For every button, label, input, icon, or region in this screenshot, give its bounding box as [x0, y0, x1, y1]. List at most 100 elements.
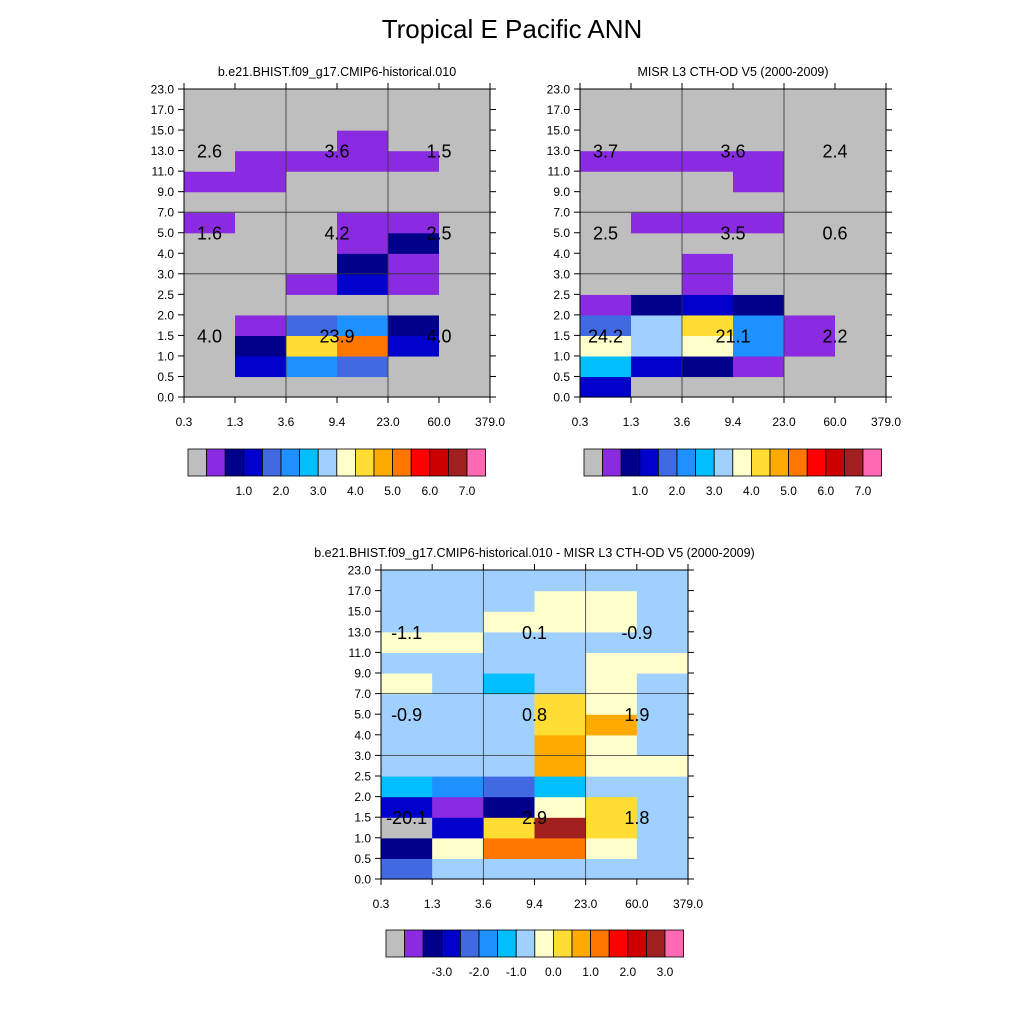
heatmap-cell	[585, 858, 638, 880]
heatmap-cell	[337, 130, 389, 152]
heatmap-cell	[337, 89, 389, 111]
x-tick-label: 379.0	[475, 415, 505, 429]
colorbar-swatch	[553, 929, 573, 958]
heatmap-cell	[636, 590, 689, 612]
heatmap-cell	[483, 652, 536, 674]
y-tick-label: 9.0	[354, 667, 371, 681]
colorbar-label: 3.0	[310, 484, 327, 498]
heatmap-cell	[388, 294, 440, 316]
x-tick-label: 379.0	[871, 415, 901, 429]
y-tick-label: 15.0	[547, 124, 571, 138]
y-tick-label: 15.0	[151, 124, 175, 138]
heatmap-cell	[432, 714, 484, 736]
cell-annotation: 4.2	[324, 224, 349, 244]
y-tick-label: 9.0	[553, 185, 570, 199]
heatmap-cell	[483, 631, 536, 653]
heatmap-cell	[286, 355, 338, 378]
heatmap-cell	[337, 294, 389, 316]
heatmap-cell	[235, 376, 287, 398]
heatmap-cell	[235, 130, 287, 152]
heatmap-cell	[631, 253, 683, 275]
x-tick-label: 0.3	[572, 415, 589, 429]
heatmap-cell	[286, 191, 338, 213]
heatmap-cell	[835, 191, 887, 213]
colorbar-label: 0.0	[545, 965, 562, 979]
heatmap-cell	[534, 858, 587, 880]
heatmap-cell	[534, 837, 587, 859]
cell-annotation: 0.1	[522, 623, 547, 643]
cell-annotation: -0.9	[391, 705, 422, 725]
heatmap-cell	[631, 314, 683, 336]
heatmap-cell	[631, 232, 683, 254]
heatmap-cell	[184, 171, 236, 193]
y-tick-label: 0.5	[157, 370, 174, 384]
heatmap-cell	[337, 253, 389, 275]
colorbar-swatch	[299, 448, 319, 477]
cell-annotation: 2.6	[197, 142, 222, 162]
heatmap-cell	[835, 171, 887, 193]
heatmap-cell	[631, 212, 683, 234]
colorbar-swatch	[825, 448, 845, 477]
heatmap-cell	[439, 335, 491, 357]
heatmap-cell	[733, 376, 785, 398]
heatmap-cell	[835, 89, 887, 111]
colorbar-label: 1.0	[235, 484, 252, 498]
cell-annotation: 24.2	[588, 326, 623, 346]
colorbar-swatch	[620, 448, 641, 477]
heatmap-cell	[835, 109, 887, 131]
heatmap-cell	[682, 171, 734, 193]
heatmap-cell	[439, 191, 491, 213]
heatmap-cell	[636, 611, 689, 633]
heatmap-cell	[733, 191, 785, 213]
heatmap-cell	[784, 150, 836, 172]
colorbar-swatch	[590, 929, 610, 958]
heatmap-cell	[184, 335, 236, 357]
colorbar-swatch	[788, 448, 808, 477]
heatmap-cell	[784, 171, 836, 193]
heatmap-cell	[636, 837, 689, 859]
cell-annotation: 2.9	[522, 808, 547, 828]
colorbar-swatch	[187, 448, 208, 477]
heatmap-cell	[432, 652, 484, 674]
heatmap-cell	[585, 570, 638, 592]
heatmap-cell	[580, 355, 632, 378]
y-tick-label: 1.0	[157, 349, 174, 363]
heatmap-cell	[733, 130, 785, 152]
heatmap-cell	[631, 335, 683, 357]
heatmap-cell	[580, 191, 632, 213]
heatmap-cell	[784, 314, 836, 336]
heatmap-cell	[580, 171, 632, 193]
y-tick-label: 23.0	[547, 83, 571, 97]
colorbar-swatch	[478, 929, 499, 958]
heatmap-cell	[636, 817, 689, 839]
heatmap-cell	[235, 335, 287, 357]
cell-annotation: 21.1	[715, 326, 750, 346]
heatmap-cell	[483, 570, 536, 592]
heatmap-cell	[235, 314, 287, 336]
y-tick-label: 3.0	[553, 267, 570, 281]
heatmap-cell	[432, 776, 484, 798]
heatmap-cell	[337, 335, 389, 357]
heatmap-cell	[432, 631, 484, 653]
colorbar-swatch	[664, 929, 685, 958]
heatmap-cell	[439, 355, 491, 378]
cell-annotation: 2.2	[822, 326, 847, 346]
heatmap-cell	[381, 817, 433, 839]
heatmap-panel-2: MISR L3 CTH-OD V5 (2000-2009)0.00.51.01.…	[547, 65, 902, 498]
heatmap-cell	[439, 314, 491, 336]
heatmap-cell	[337, 376, 389, 398]
x-tick-label: 60.0	[427, 415, 451, 429]
heatmap-cell	[184, 191, 236, 213]
heatmap-cell	[733, 150, 785, 172]
heatmap-cell	[381, 796, 433, 818]
x-tick-label: 0.3	[176, 415, 193, 429]
cell-annotation: 0.6	[822, 224, 847, 244]
heatmap-cell	[784, 376, 836, 398]
heatmap-cell	[835, 335, 887, 357]
heatmap-cell	[682, 355, 734, 378]
heatmap-cell	[585, 631, 638, 653]
heatmap-cell	[733, 109, 785, 131]
heatmap-cell	[631, 294, 683, 316]
heatmap-cell	[534, 590, 587, 612]
